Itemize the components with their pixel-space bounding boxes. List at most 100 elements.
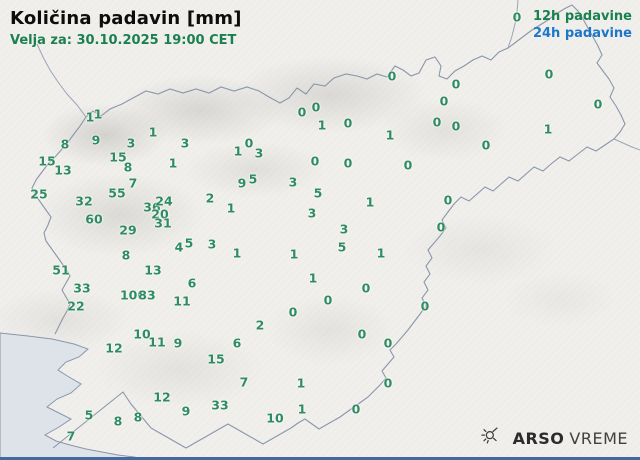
station-value: 25 [30,186,48,202]
station-value: 6 [232,335,242,351]
station-value: 0 [593,96,603,112]
station-value: 11 [173,293,191,309]
station-value: 0 [451,118,461,134]
station-value: 8 [133,409,143,425]
station-value: 36 [143,199,161,215]
station-value: 31 [154,215,172,231]
station-value: 4 [174,239,184,255]
station-value: 5 [84,407,94,423]
station-value: 15 [207,351,225,367]
logo-arso: ARSO [512,428,565,448]
map-title: Količina padavin [mm] [10,8,242,29]
station-value: 1 [233,143,243,159]
station-value: 13 [54,162,72,178]
station-value: 0 [343,155,353,171]
logo-vreme: VREME [569,428,628,448]
station-value: 3 [126,135,136,151]
legend-24h-padavine[interactable]: 24h padavine [532,26,632,41]
arso-vreme-logo: ARSO VREME [479,426,628,450]
station-value: 1 [93,106,103,122]
sun-icon [479,426,499,450]
station-value: 6 [187,275,197,291]
station-value: 0 [420,298,430,314]
station-value: 15 [109,149,127,165]
station-value: 1 [365,194,375,210]
station-value: 20 [151,206,169,222]
valid-time: Velja za: 30.10.2025 19:00 CET [10,33,237,48]
station-value: 0 [323,292,333,308]
station-value: 51 [52,262,70,278]
station-value: 8 [113,413,123,429]
station-value: 32 [75,193,93,209]
station-value: 9 [181,403,191,419]
station-value: 0 [383,335,393,351]
station-value: 0 [288,304,298,320]
station-value: 0 [244,135,254,151]
station-value: 2 [205,190,215,206]
station-value: 0 [311,99,321,115]
station-value: 0 [432,114,442,130]
station-value: 13 [144,262,162,278]
station-value: 1 [148,124,158,140]
station-value: 22 [67,298,85,314]
station-value: 5 [337,239,347,255]
station-value: 1 [297,401,307,417]
footer-divider [0,457,640,460]
border-slovenia [31,4,626,449]
station-value: 3 [180,135,190,151]
station-value: 7 [239,374,249,390]
station-value: 0 [387,68,397,84]
station-value: 3 [254,145,264,161]
station-value: 3 [207,236,217,252]
border-hungary-croatia [613,138,640,151]
station-value: 7 [66,428,76,444]
station-value: 33 [73,280,91,296]
station-value: 24 [155,193,173,209]
station-value: 1 [543,121,553,137]
station-value: 0 [451,76,461,92]
station-value: 3 [288,174,298,190]
station-value: 3 [307,205,317,221]
station-value: 29 [119,222,137,238]
station-value: 10 [133,326,151,342]
border-austria-hungary [507,0,519,49]
logo-text: ARSO VREME [513,429,628,448]
station-value: 5 [248,171,258,187]
station-value: 1 [296,375,306,391]
legend: 12h padavine 24h padavine [533,8,632,42]
station-value: 1 [289,246,299,262]
station-value: 0 [297,104,307,120]
station-value: 1 [232,245,242,261]
station-value: 9 [91,132,101,148]
station-value: 0 [443,192,453,208]
station-value: 15 [38,153,56,169]
station-value: 0 [512,9,522,25]
station-value: 1 [317,117,327,133]
station-value: 0 [361,280,371,296]
station-value: 1 [168,155,178,171]
station-value: 8 [60,136,70,152]
border-italy-austria [36,43,87,118]
station-value: 5 [313,185,323,201]
station-value: 1 [85,109,95,125]
station-value: 0 [343,115,353,131]
station-value: 8 [121,247,131,263]
station-value: 1 [385,127,395,143]
station-value: 11 [148,334,166,350]
station-value: 10 [266,410,284,426]
station-value: 2 [255,317,265,333]
station-value: 0 [383,375,393,391]
station-value: 9 [173,335,183,351]
station-value: 0 [436,219,446,235]
station-value: 0 [310,153,320,169]
station-value: 0 [544,66,554,82]
station-value: 12 [153,389,171,405]
station-value: 1 [226,200,236,216]
station-value: 8 [123,159,133,175]
station-value: 55 [108,185,126,201]
legend-12h-padavine[interactable]: 12h padavine [532,9,632,24]
station-value: 83 [138,287,156,303]
station-value: 100 [119,287,147,303]
